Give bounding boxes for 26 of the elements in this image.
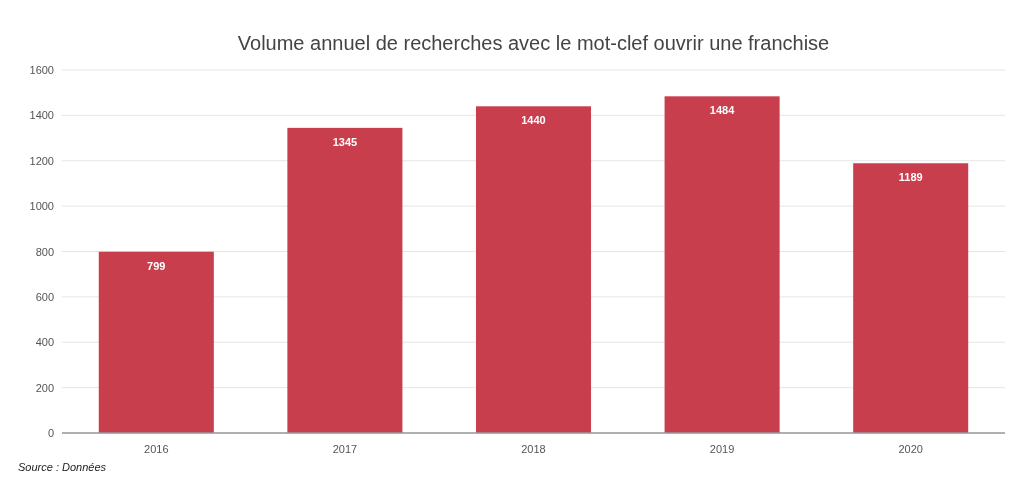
chart-title: Volume annuel de recherches avec le mot-clef ouvrir une franchise: [237, 32, 830, 54]
x-tick-label: 2020: [898, 443, 923, 455]
bar: [853, 163, 969, 433]
y-tick-label: 600: [35, 290, 54, 303]
x-tick-label: 2017: [332, 443, 358, 455]
bar: [664, 96, 780, 433]
data-label: 1440: [521, 114, 546, 127]
y-tick-label: 1200: [29, 154, 54, 167]
x-tick-label: 2018: [521, 443, 546, 455]
bar: [475, 106, 592, 433]
data-label: 799: [147, 259, 166, 272]
y-tick-label: 0: [47, 427, 54, 439]
y-tick-label: 1600: [29, 64, 54, 76]
y-tick-label: 1000: [29, 200, 54, 213]
data-label: 1189: [898, 171, 923, 184]
data-label: 1484: [709, 104, 736, 117]
bar: [287, 127, 403, 433]
source-note: Source : Données: [18, 461, 107, 473]
y-tick-label: 1400: [29, 109, 54, 122]
y-tick-label: 800: [35, 245, 54, 258]
x-tick-label: 2016: [144, 443, 169, 455]
data-label: 1345: [332, 135, 358, 148]
y-tick-label: 200: [35, 381, 54, 394]
bar: [98, 251, 214, 433]
x-tick-label: 2019: [709, 443, 735, 455]
y-tick-label: 400: [35, 336, 54, 349]
